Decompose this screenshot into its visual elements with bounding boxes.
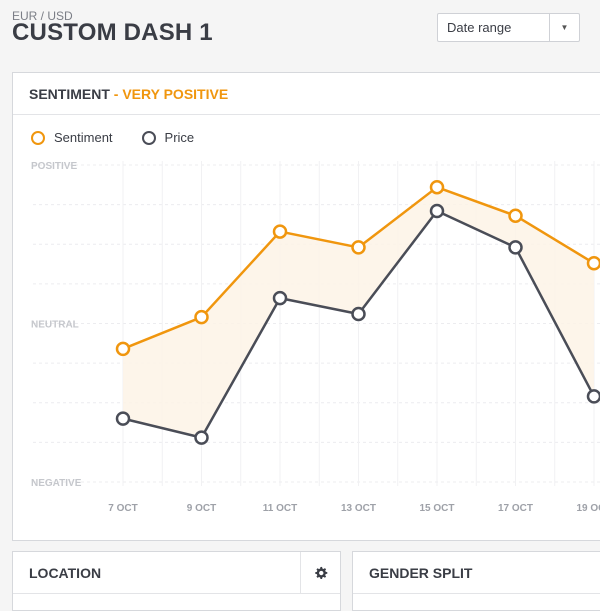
date-range-dropdown[interactable]: Date range ▼ (437, 13, 580, 42)
price-point (508, 240, 523, 255)
x-tick-label: 19 OCT (576, 503, 600, 514)
location-panel: LOCATION (12, 551, 341, 611)
legend-item-price[interactable]: Price (141, 130, 195, 145)
legend-item-sentiment[interactable]: Sentiment (31, 130, 113, 145)
chevron-down-icon[interactable]: ▼ (549, 14, 579, 41)
y-tick-label: NEUTRAL (31, 320, 79, 331)
price-point (194, 430, 209, 445)
sentiment-panel: SENTIMENT - VERY POSITIVE Sentiment Pric… (12, 72, 600, 541)
date-range-label: Date range (447, 20, 512, 35)
gender-panel: GENDER SPLIT (352, 551, 600, 611)
legend-marker-price (141, 130, 156, 145)
x-tick-label: 17 OCT (498, 503, 533, 514)
sentiment-status: VERY POSITIVE (122, 85, 229, 102)
x-tick-label: 11 OCT (263, 503, 297, 514)
sentiment-point (272, 224, 288, 239)
gender-panel-header: GENDER SPLIT (353, 552, 600, 594)
x-tick-label: 15 OCT (419, 503, 454, 514)
x-tick-label: 9 OCT (187, 503, 216, 514)
x-tick-label: 7 OCT (108, 503, 137, 514)
sentiment-panel-title: SENTIMENT (29, 85, 110, 102)
price-point (272, 290, 288, 306)
location-panel-title: LOCATION (29, 564, 102, 581)
sentiment-chart: POSITIVE NEUTRAL NEGATIVE 7 OCT 9 OCT 11 OCT 1… (31, 161, 600, 514)
x-tick-label: 13 OCT (341, 503, 376, 514)
price-point (351, 306, 366, 322)
gender-panel-title: GENDER SPLIT (369, 564, 473, 581)
sentiment-point (508, 208, 523, 223)
title-separator: - (109, 85, 123, 102)
location-panel-header: LOCATION (13, 552, 340, 594)
sentiment-point (115, 341, 131, 357)
page-title: CUSTOM DASH 1 (12, 19, 213, 46)
sentiment-point (351, 240, 366, 255)
header-pair: EUR / USD (12, 9, 73, 23)
y-tick-label: POSITIVE (31, 161, 77, 172)
legend-marker-sentiment (31, 130, 45, 145)
sentiment-panel-header: SENTIMENT - VERY POSITIVE (13, 73, 600, 115)
legend-label-price: Price (164, 130, 195, 145)
price-point (115, 411, 131, 426)
sentiment-point (586, 256, 600, 271)
sentiment-point (194, 309, 209, 325)
y-tick-label: NEGATIVE (31, 478, 82, 489)
chart-legend: Sentiment Price (31, 130, 223, 145)
sentiment-point (429, 179, 445, 195)
legend-label-sentiment: Sentiment (54, 130, 113, 145)
price-point (429, 203, 445, 219)
price-point (586, 389, 600, 404)
gear-icon[interactable] (300, 552, 340, 593)
